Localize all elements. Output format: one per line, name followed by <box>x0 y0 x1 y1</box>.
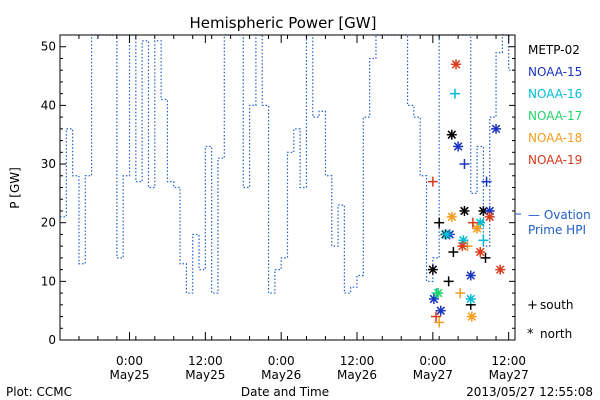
metp-02-north-marker <box>446 129 457 140</box>
y-tick-label: 40 <box>41 98 56 112</box>
noaa-15-north-marker <box>428 293 439 304</box>
x-tick-label: 0:00 <box>268 354 295 368</box>
metp-02-south-marker <box>434 217 445 228</box>
marker-stroke <box>460 206 469 216</box>
y-tick-label: 30 <box>41 157 56 171</box>
noaa-19-south-marker <box>427 176 438 187</box>
ovation-step-path <box>60 34 515 294</box>
noaa-19-south-marker <box>431 311 442 322</box>
marker-stroke <box>436 306 446 315</box>
plot-timestamp: 2013/05/27 12:55:08 <box>466 385 593 399</box>
x-tick-date-label: May27 <box>413 368 453 382</box>
satellite-markers <box>427 59 506 328</box>
symbol-legend-label: south <box>540 298 574 312</box>
marker-stroke <box>491 124 501 134</box>
y-tick-label: 0 <box>48 333 56 347</box>
noaa-15-north-marker <box>465 270 476 281</box>
plot-area <box>60 34 515 328</box>
marker-stroke <box>459 236 468 245</box>
marker-stroke <box>451 60 461 69</box>
marker-stroke <box>428 265 438 274</box>
marker-stroke <box>479 206 488 216</box>
y-tick-label: 10 <box>41 274 56 288</box>
plot-credit: Plot: CCMC <box>6 385 72 399</box>
x-tick-date-label: May27 <box>489 368 529 382</box>
noaa-15-north-marker <box>435 305 446 316</box>
noaa-18-south-marker <box>455 288 466 299</box>
noaa-15-south-marker <box>481 176 492 187</box>
marker-stroke <box>467 312 477 321</box>
noaa-19-north-marker <box>484 211 495 222</box>
legend-entry: METP-02 <box>528 43 580 57</box>
noaa-16-north-marker <box>441 229 452 240</box>
marker-stroke <box>485 212 495 222</box>
noaa-16-north-marker <box>465 293 476 304</box>
ovation-legend-line1: — Ovation <box>528 208 591 222</box>
legend-entry: NOAA-15 <box>528 65 582 79</box>
marker-stroke <box>447 130 457 139</box>
y-axis: 0 10 20 30 40 50 <box>41 34 515 347</box>
noaa-19-north-marker <box>495 264 506 275</box>
ovation-hpi-line <box>60 34 515 294</box>
marker-stroke <box>495 265 505 274</box>
marker-stroke <box>447 212 457 222</box>
x-tick-label: 0:00 <box>419 354 446 368</box>
noaa-15-south-marker <box>459 159 470 170</box>
legend-entry: NOAA-17 <box>528 109 582 123</box>
ovation-legend-line2: Prime HPI <box>528 223 586 237</box>
x-tick-label: 12:00 <box>340 354 375 368</box>
noaa-19-north-marker <box>451 59 462 70</box>
noaa-19-south-marker <box>467 217 478 228</box>
noaa-18-north-marker <box>472 223 483 234</box>
marker-stroke <box>472 224 482 233</box>
y-axis-label: P [GW] <box>8 167 22 209</box>
marker-stroke <box>442 230 451 239</box>
x-tick-date-label: May26 <box>261 368 301 382</box>
x-tick-label: 0:00 <box>116 354 143 368</box>
metp-02-south-marker <box>480 252 491 263</box>
metp-02-south-marker <box>443 276 454 287</box>
marker-stroke <box>466 271 476 280</box>
symbol-legend-symbol: * <box>527 327 534 342</box>
y-tick-label: 20 <box>41 216 56 230</box>
marker-stroke <box>433 288 443 298</box>
x-tick-date-label: May25 <box>109 368 149 382</box>
x-tick-date-label: May25 <box>185 368 225 382</box>
satellite-legend: METP-02 NOAA-15 NOAA-16 NOAA-17 NOAA-18 NOAA-… <box>528 43 582 167</box>
legend-entry: NOAA-16 <box>528 87 582 101</box>
x-axis-label: Date and Time <box>241 385 329 399</box>
marker-stroke <box>466 294 476 304</box>
noaa-18-south-marker <box>434 317 445 328</box>
x-tick-date-label: May26 <box>337 368 377 382</box>
x-tick-label: 12:00 <box>491 354 526 368</box>
noaa-19-north-marker <box>475 247 486 258</box>
noaa-16-south-marker <box>478 235 489 246</box>
legend-entry: NOAA-19 <box>528 153 582 167</box>
noaa-18-north-marker <box>466 311 477 322</box>
noaa-16-south-marker <box>449 88 460 99</box>
marker-stroke <box>475 247 485 257</box>
legend-entry: NOAA-18 <box>528 131 582 145</box>
y-tick-label: 50 <box>41 40 56 54</box>
noaa-19-north-marker <box>457 241 468 252</box>
noaa-15-north-marker <box>453 141 464 152</box>
x-tick-label: 12:00 <box>188 354 223 368</box>
x-axis: 0:00May2512:00May250:00May2612:00May260:… <box>59 35 529 382</box>
symbol-legend-label: north <box>540 327 572 341</box>
symbol-legend-symbol: + <box>527 298 538 313</box>
noaa-17-north-marker <box>433 288 444 299</box>
noaa-18-north-marker <box>446 211 457 222</box>
metp-02-north-marker <box>427 264 438 275</box>
chart-title: Hemispheric Power [GW] <box>190 14 377 32</box>
metp-02-north-marker <box>459 205 470 216</box>
noaa-15-north-marker <box>491 123 502 134</box>
marker-stroke <box>458 241 467 251</box>
symbol-legend: + south * north <box>527 298 574 342</box>
metp-02-south-marker <box>448 247 459 258</box>
marker-stroke <box>453 142 463 151</box>
